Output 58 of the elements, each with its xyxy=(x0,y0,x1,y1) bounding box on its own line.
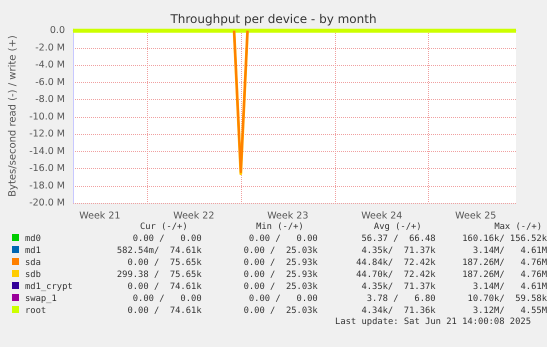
text: Avg (-/+) xyxy=(372,221,423,233)
y-tick-label: -14.0 M xyxy=(29,146,65,157)
text: 3.78 / 6.80 xyxy=(366,293,436,305)
text: 0.00 / 0.00 xyxy=(132,233,202,245)
y-axis-title: Bytes/second read (-) / write (+) xyxy=(8,35,18,197)
text: Cur (-/+) xyxy=(138,221,189,233)
x-tick-label: Week 25 xyxy=(455,210,496,222)
text: 3.14M/ 4.61M xyxy=(472,245,547,257)
y-tick-label: -10.0 M xyxy=(29,111,65,122)
y-tick-label: -12.0 M xyxy=(29,128,65,140)
y-tick-label: -20.0 M xyxy=(29,198,65,208)
text: 0.00 / 25.03k xyxy=(242,281,318,293)
x-tick-label: Week 24 xyxy=(361,210,402,222)
text: 0.00 / 74.61k xyxy=(126,281,202,293)
text: 0.00 / 25.93k xyxy=(242,257,318,269)
y-tick-label: -4.0 M xyxy=(35,60,65,71)
text: 56.37 / 66.48 xyxy=(360,233,436,245)
text: 4.35k/ 71.37k xyxy=(360,281,436,293)
legend-label: swap_1 xyxy=(24,293,58,305)
text: 582.54m/ 74.61k xyxy=(116,245,202,257)
x-tick-label: Week 22 xyxy=(173,210,214,222)
text: 0.00 / 25.03k xyxy=(242,245,318,257)
text: 3.14M/ 4.61M xyxy=(472,281,547,293)
y-tick-label: -16.0 M xyxy=(29,163,65,174)
text: 0.00 / 25.03k xyxy=(242,305,318,317)
legend-label: md1_crypt xyxy=(24,281,74,293)
y-tick-label: -6.0 M xyxy=(35,76,65,88)
text: 0.00 / 75.65k xyxy=(126,257,202,269)
text: 10.70k/ 59.58k xyxy=(466,293,547,305)
text: 0.00 / 25.93k xyxy=(242,269,318,281)
text: 44.70k/ 72.42k xyxy=(355,269,436,281)
text: 0.00 / 74.61k xyxy=(126,305,202,317)
y-tick-label: 0.0 xyxy=(50,25,65,36)
text: Last update: Sat Jun 21 14:00:08 2025 xyxy=(335,317,531,327)
legend-label: md1 xyxy=(24,245,42,257)
text: 4.35k/ 71.37k xyxy=(360,245,436,257)
text: 4.34k/ 71.36k xyxy=(360,305,436,317)
y-tick-label: -8.0 M xyxy=(35,94,65,106)
chart-title: Throughput per device - by month xyxy=(169,12,377,26)
legend-label: md0 xyxy=(24,233,42,245)
text: 0.00 / 0.00 xyxy=(132,293,202,305)
x-tick-label: Week 21 xyxy=(79,210,120,222)
legend-label: sda xyxy=(24,257,42,269)
text: 187.26M/ 4.76M xyxy=(461,257,547,269)
text: 187.26M/ 4.76M xyxy=(461,269,547,281)
text: 3.12M/ 4.55M xyxy=(472,305,547,317)
text: 44.84k/ 72.42k xyxy=(355,257,436,269)
legend-label: root xyxy=(24,305,48,317)
text: 0.00 / 0.00 xyxy=(248,293,318,305)
text: Min (-/+) xyxy=(255,221,305,233)
text: 299.38 / 75.65k xyxy=(116,269,202,281)
y-tick-label: -18.0 M xyxy=(29,180,65,192)
text: 0.00 / 0.00 xyxy=(248,233,318,245)
x-tick-label: Week 23 xyxy=(267,210,308,222)
text: Max (-/+) xyxy=(493,221,543,233)
text: 160.16k/ 156.52k xyxy=(461,233,547,245)
legend-label: sdb xyxy=(24,269,42,281)
y-tick-label: -2.0 M xyxy=(35,42,65,54)
